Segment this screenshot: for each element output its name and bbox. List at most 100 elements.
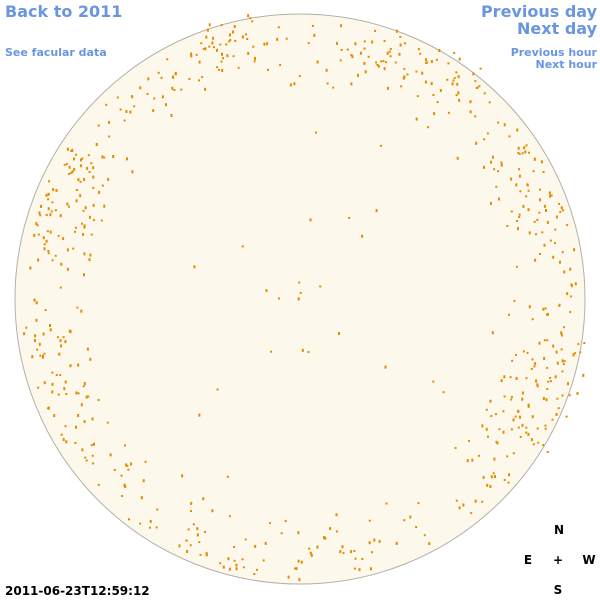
facula (181, 474, 184, 478)
facula (77, 392, 80, 395)
facula (546, 366, 549, 369)
next-hour-link[interactable]: Next hour (536, 58, 598, 71)
facula (126, 464, 129, 467)
facula (38, 211, 41, 215)
facula (82, 209, 85, 212)
next-day-link[interactable]: Next day (517, 19, 598, 38)
facula (301, 348, 304, 352)
facula (493, 168, 496, 171)
facula (190, 54, 193, 58)
facula (199, 553, 202, 556)
facula (186, 550, 189, 553)
facula (228, 567, 231, 571)
facula (83, 177, 86, 181)
facula (507, 481, 510, 484)
facula (69, 364, 72, 368)
facula (545, 209, 547, 212)
facula (47, 407, 50, 410)
facula (42, 332, 45, 336)
facula (476, 86, 479, 89)
facula (33, 298, 36, 302)
facula (530, 438, 533, 442)
facula (579, 351, 582, 354)
facula (45, 214, 48, 216)
facula (212, 36, 215, 40)
facula (130, 462, 132, 466)
facula (83, 252, 86, 256)
facula (498, 428, 501, 431)
facula (219, 562, 222, 565)
facula (125, 463, 128, 467)
facula (57, 393, 60, 396)
previous-day-link[interactable]: Previous day (481, 2, 598, 21)
facula (59, 214, 62, 218)
facula (363, 47, 366, 50)
facula (235, 563, 238, 567)
facula (45, 239, 48, 243)
facula (527, 403, 530, 407)
facula (35, 222, 38, 226)
facula (509, 376, 512, 379)
facula (485, 408, 488, 411)
facula (574, 282, 577, 286)
facula (395, 541, 398, 545)
facula (234, 39, 237, 42)
facula (510, 398, 513, 401)
facula (515, 265, 518, 268)
facula (525, 377, 528, 380)
facula (335, 530, 338, 533)
previous-hour-link[interactable]: Previous hour (511, 46, 598, 59)
facula (227, 557, 230, 561)
facula (70, 171, 72, 174)
facula (363, 40, 366, 43)
facula (147, 77, 150, 81)
back-link[interactable]: Back to 2011 (5, 2, 122, 21)
facula (83, 224, 86, 227)
facula (89, 357, 92, 361)
facula (79, 180, 82, 183)
facula (438, 49, 441, 52)
facula (71, 149, 74, 152)
facula (161, 95, 164, 99)
facula (353, 550, 356, 552)
facula (338, 332, 340, 335)
facula (226, 54, 229, 58)
facula (374, 29, 376, 32)
facula (313, 33, 316, 37)
facula (469, 110, 472, 114)
facula (447, 111, 450, 114)
facula (380, 60, 383, 63)
facula (87, 154, 90, 157)
facula (518, 213, 521, 216)
facula (470, 512, 473, 515)
facula (479, 67, 482, 70)
facula (39, 214, 42, 217)
facula (458, 57, 461, 61)
facula (342, 552, 345, 555)
facula (483, 92, 486, 95)
facula (103, 156, 106, 159)
facula (56, 336, 59, 339)
facula (90, 162, 93, 165)
facula (341, 545, 344, 549)
facula (198, 60, 201, 64)
facula (66, 248, 69, 252)
facula (152, 109, 155, 113)
facula (120, 474, 123, 477)
facular-link[interactable]: See facular data (5, 46, 107, 59)
facula (506, 455, 509, 458)
facula (351, 55, 354, 59)
facula (481, 500, 484, 503)
facula (235, 567, 238, 571)
facula (538, 341, 541, 345)
facula (542, 307, 545, 311)
facula (195, 53, 198, 56)
facula (536, 385, 539, 388)
facula (86, 166, 89, 170)
facula (47, 250, 50, 252)
facula (508, 473, 511, 477)
facula (425, 62, 428, 64)
facula (65, 393, 68, 395)
facula (567, 382, 569, 386)
facula (533, 365, 536, 368)
